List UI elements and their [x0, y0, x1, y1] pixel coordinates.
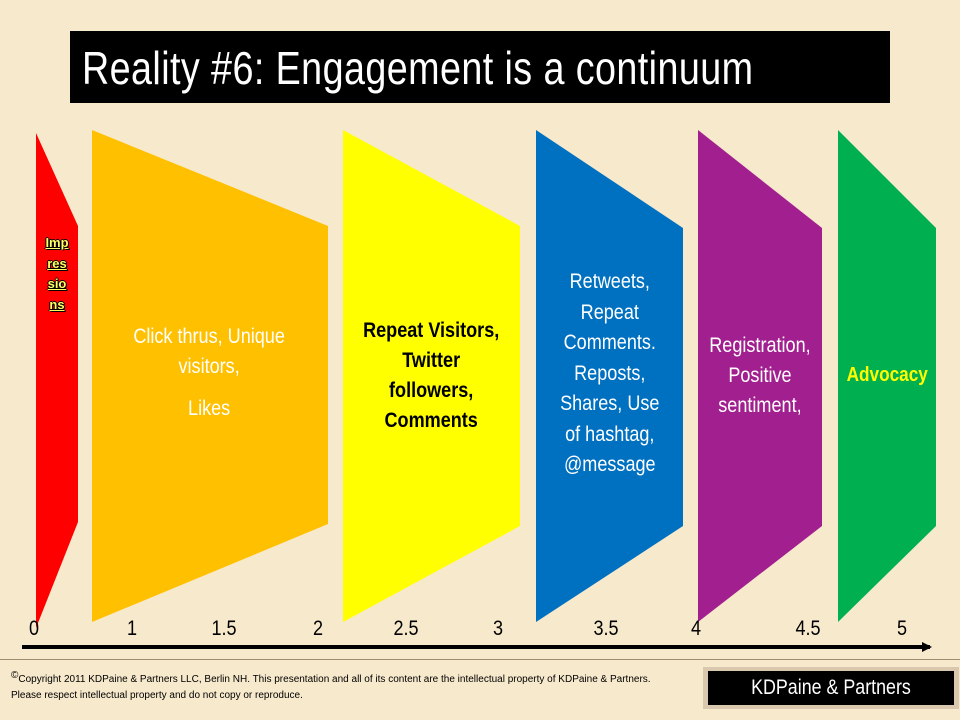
logo-text: KDPaine & Partners	[751, 676, 911, 699]
axis-tick-label: 3	[492, 617, 504, 640]
stage-repeat-visitors-label: Repeat Visitors, Twitter followers, Comm…	[362, 319, 500, 432]
axis-tick-label: 2	[312, 617, 324, 640]
axis-tick-label: 1.5	[211, 617, 237, 640]
stage-advocacy-label: Advocacy	[846, 364, 928, 386]
axis-tick-label: 3.5	[593, 617, 619, 640]
footer-divider	[0, 659, 960, 660]
page-title: Reality #6: Engagement is a continuum	[82, 42, 754, 94]
stage-retweets-shape	[536, 130, 683, 622]
stage-retweets-label: Retweets, Repeat Comments. Reposts, Shar…	[560, 270, 660, 477]
stage-registration-shape	[698, 130, 822, 622]
axis-tick-label: 0	[28, 617, 40, 640]
axis-tick-label: 5	[896, 617, 908, 640]
stage-advocacy-shape	[838, 130, 936, 622]
axis-tick-label: 2.5	[393, 617, 419, 640]
title-bar: Reality #6: Engagement is a continuum	[70, 31, 890, 103]
axis-tick-label: 4.5	[795, 617, 821, 640]
copyright-text: Copyright 2011 KDPaine & Partners LLC, B…	[11, 674, 651, 701]
stage-registration-label: Registration, Positive sentiment,	[709, 334, 811, 417]
stage-click-thrus-shape	[92, 130, 328, 622]
axis-tick-label: 4	[690, 617, 702, 640]
axis-tick-label: 1	[126, 617, 138, 640]
stage-click-thrus-label: Click thrus, Unique visitors, Likes	[133, 325, 285, 420]
stage-impressions-shape	[36, 133, 78, 628]
logo: KDPaine & Partners	[703, 667, 959, 709]
stage-impressions-label: Impressions	[45, 235, 69, 312]
stage-repeat-visitors-shape	[343, 130, 520, 622]
copyright-notice: ©Copyright 2011 KDPaine & Partners LLC, …	[11, 668, 671, 704]
logo-plate: KDPaine & Partners	[708, 671, 954, 705]
copyright-symbol: ©	[11, 670, 19, 681]
